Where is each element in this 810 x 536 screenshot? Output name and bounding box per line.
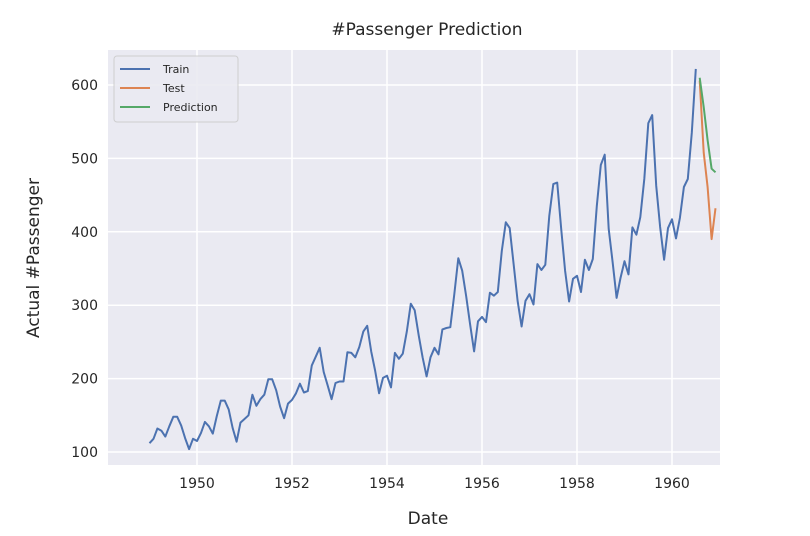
- legend-label-prediction: Prediction: [163, 101, 218, 114]
- legend: Train Test Prediction: [114, 56, 238, 122]
- chart-title: #Passenger Prediction: [331, 20, 522, 40]
- y-axis-label: Actual #Passenger: [24, 178, 44, 338]
- x-tick-label: 1958: [559, 476, 595, 492]
- legend-label-test: Test: [162, 82, 185, 95]
- y-tick-label: 200: [71, 372, 98, 388]
- y-tick-label: 100: [71, 445, 98, 461]
- x-axis-label: Date: [408, 509, 449, 529]
- y-tick-label: 300: [71, 298, 98, 314]
- x-tick-label: 1952: [274, 476, 310, 492]
- x-tick-label: 1956: [464, 476, 500, 492]
- legend-label-train: Train: [162, 63, 189, 76]
- x-tick-labels: 1950 1952 1954 1956 1958 1960: [179, 476, 690, 492]
- x-tick-label: 1954: [369, 476, 405, 492]
- y-tick-label: 500: [71, 151, 98, 167]
- x-tick-label: 1950: [179, 476, 215, 492]
- x-tick-label: 1960: [654, 476, 690, 492]
- y-tick-label: 400: [71, 225, 98, 241]
- y-tick-label: 600: [71, 78, 98, 94]
- y-tick-labels: 100 200 300 400 500 600: [71, 78, 98, 461]
